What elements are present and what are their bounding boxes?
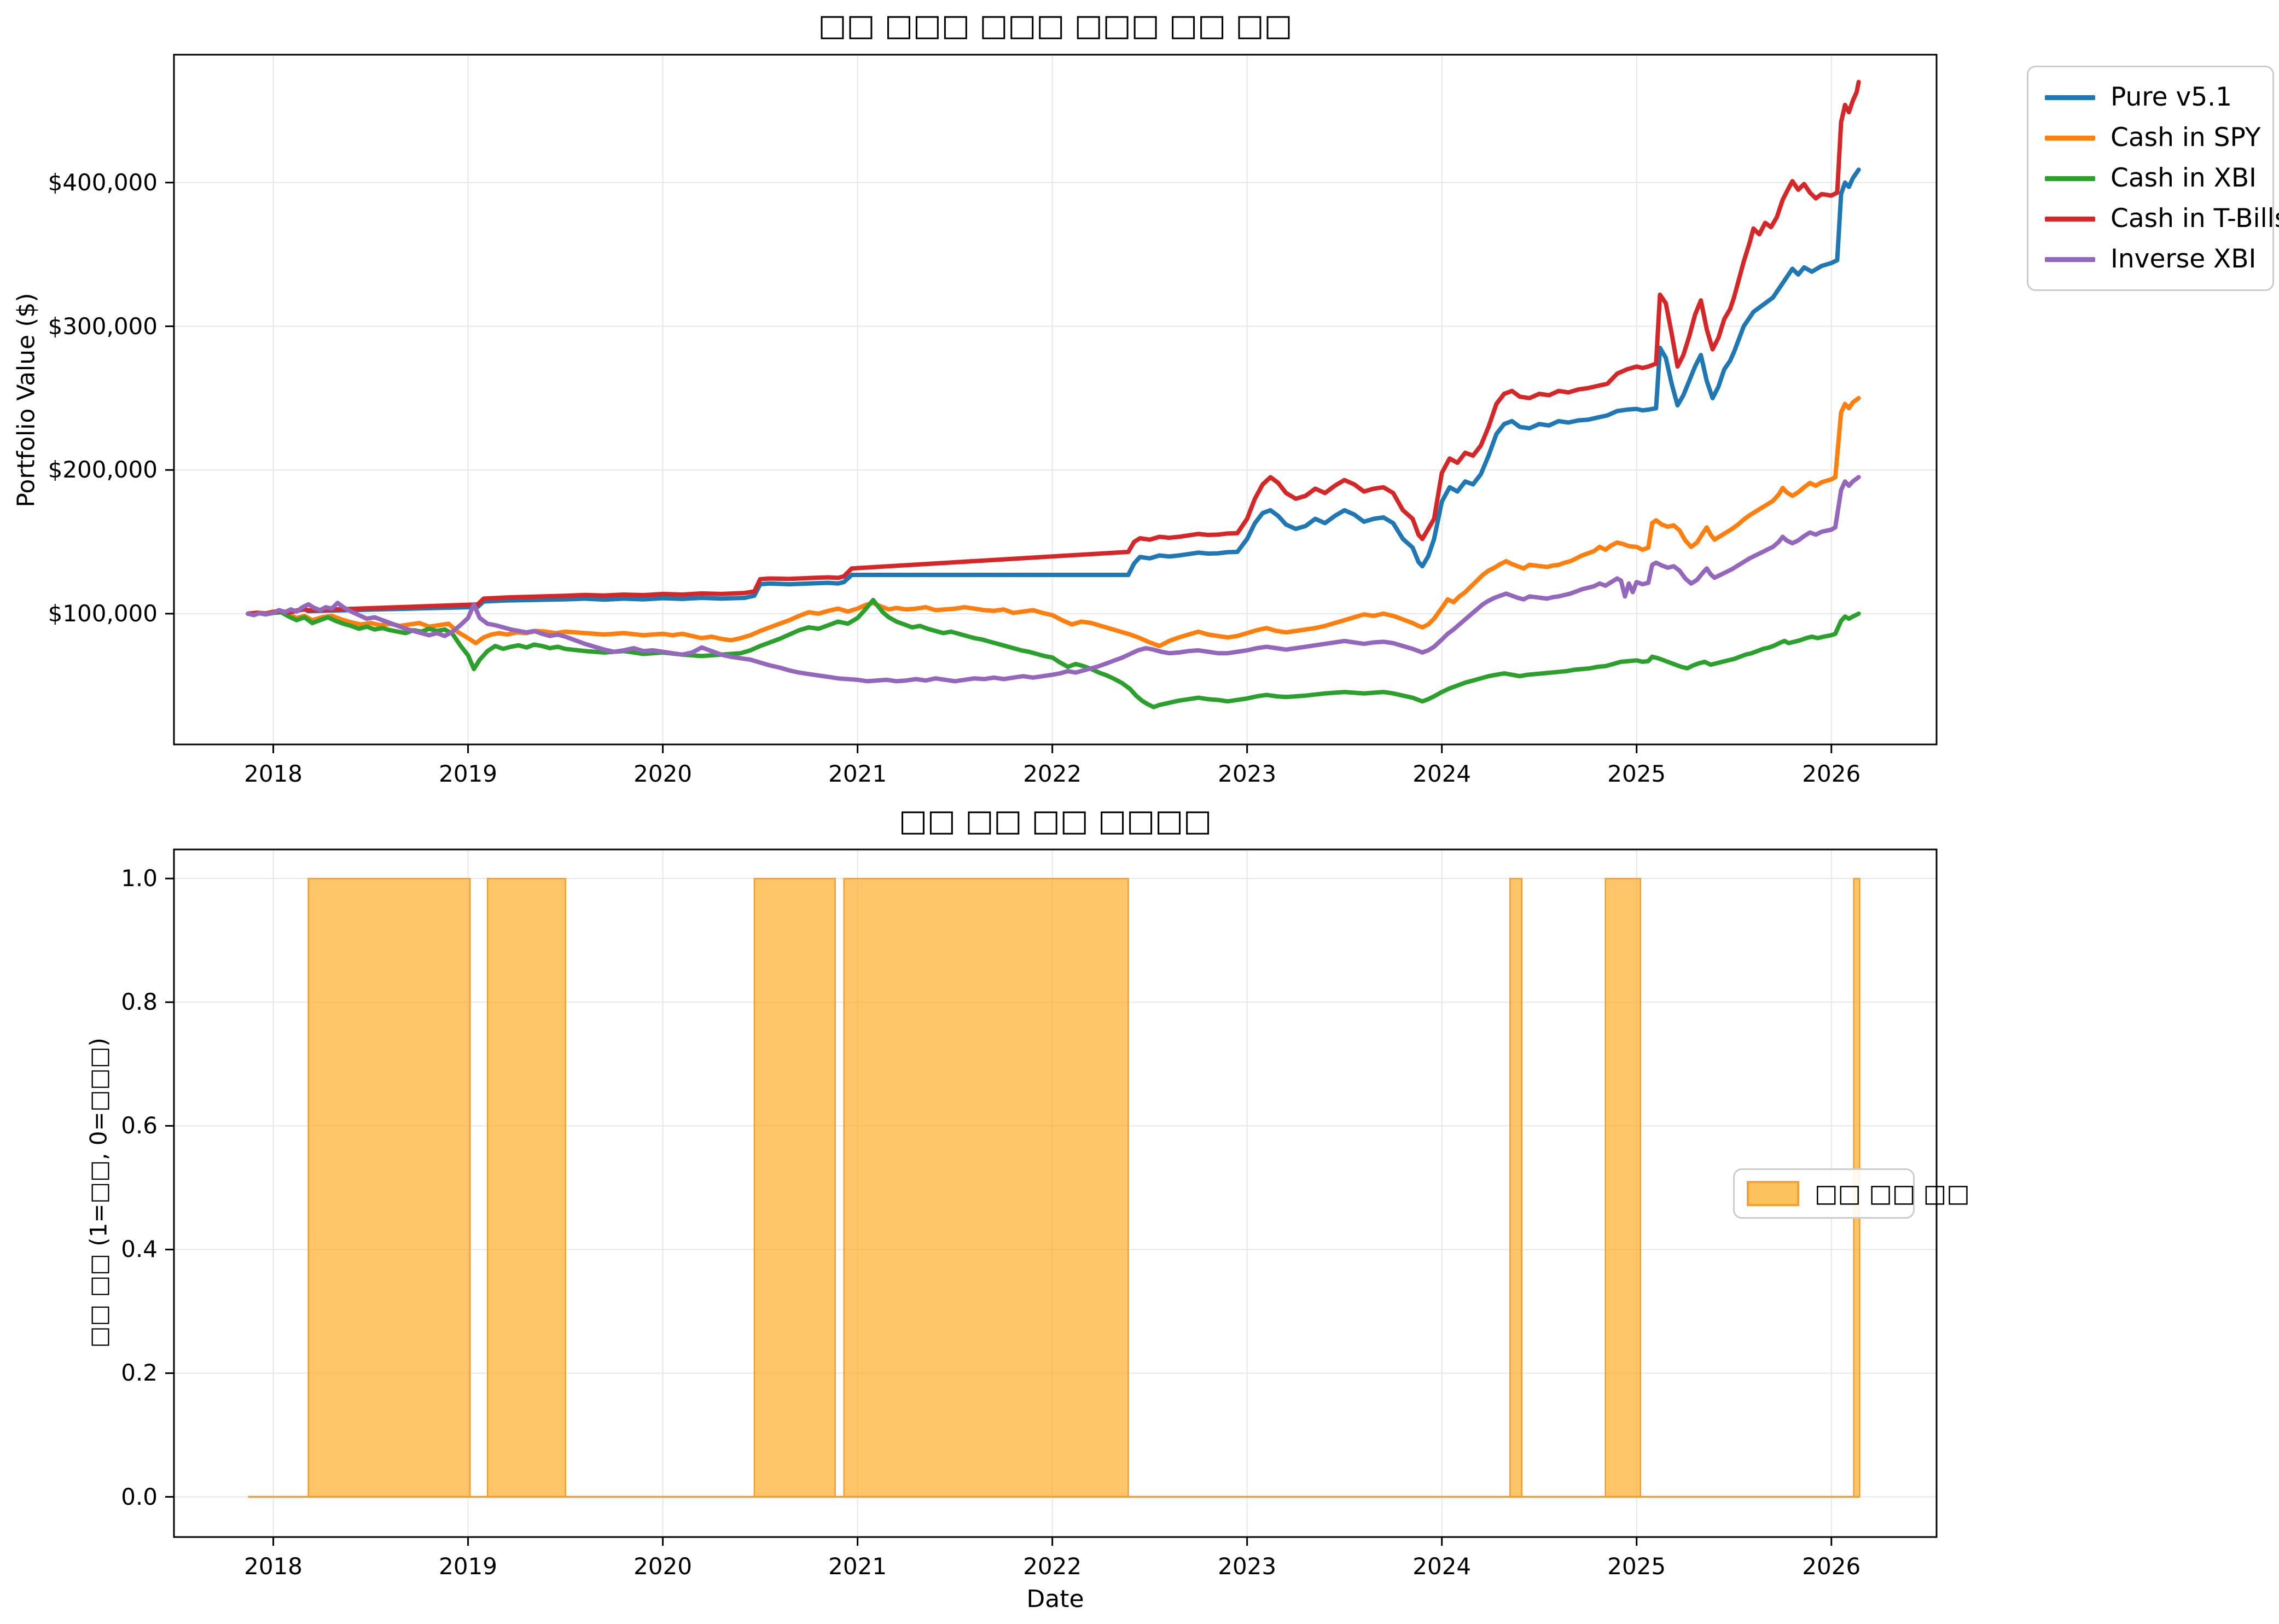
legend-item-cash-in-spy: Cash in SPY [2045, 122, 2260, 154]
x-tick-label: 2019 [439, 1553, 498, 1580]
y-tick-label: $200,000 [48, 456, 158, 484]
legend-line-swatch-green [2045, 176, 2095, 181]
x-tick-label: 2021 [828, 760, 887, 787]
top-chart-legend: Pure v5.1 Cash in SPY Cash in XBI Cash i… [2027, 66, 2279, 291]
signal-legend-label: □□ □□ □□ [1815, 1179, 1970, 1208]
x-tick-label: 2024 [1412, 1553, 1472, 1580]
x-tick-label: 2026 [1802, 760, 1861, 787]
portfolio-value-chart-canvas [165, 54, 1938, 753]
x-tick-label: 2020 [633, 760, 693, 787]
legend-item-inverse-xbi: Inverse XBI [2045, 243, 2256, 275]
y-tick-label: 0.6 [121, 1112, 158, 1139]
y-tick-label: 0.0 [121, 1483, 158, 1510]
x-tick-label: 2026 [1802, 1553, 1861, 1580]
y-tick-label: 0.2 [121, 1359, 158, 1387]
y-tick-label: 0.8 [121, 988, 158, 1016]
legend-item-pure-v5-1: Pure v5.1 [2045, 82, 2256, 113]
legend-line-swatch-purple [2045, 257, 2095, 262]
legend-item-cash-in-t-bills: Cash in T-Bills [2045, 203, 2279, 235]
x-tick-label: 2018 [244, 760, 303, 787]
legend-line-swatch-blue [2045, 95, 2095, 100]
legend-line-swatch-red [2045, 216, 2095, 222]
y-tick-label: $400,000 [48, 168, 158, 196]
date-axis-label: Date [1026, 1585, 1084, 1613]
x-tick-label: 2024 [1412, 760, 1472, 787]
legend-patch-swatch-orange [1747, 1181, 1799, 1206]
x-tick-label: 2020 [633, 1553, 693, 1580]
y-tick-label: $100,000 [48, 599, 158, 627]
y-tick-label: $300,000 [48, 312, 158, 340]
legend-line-swatch-orange [2045, 135, 2095, 141]
bottom-chart-title: □□ □□ □□ □□□□ [898, 803, 1212, 838]
bottom-chart-legend: □□ □□ □□ [1733, 1168, 1970, 1219]
legend-item-cash-in-xbi: Cash in XBI [2045, 162, 2257, 194]
legend-item-signal: □□ □□ □□ [1747, 1178, 1970, 1209]
y-tick-label: 0.4 [121, 1236, 158, 1263]
x-tick-label: 2023 [1218, 760, 1277, 787]
x-tick-label: 2025 [1607, 760, 1666, 787]
x-tick-label: 2021 [828, 1553, 887, 1580]
legend-label: Cash in SPY [2111, 123, 2261, 153]
x-tick-label: 2019 [439, 760, 498, 787]
x-tick-label: 2023 [1218, 1553, 1277, 1580]
x-tick-label: 2025 [1607, 1553, 1666, 1580]
x-tick-label: 2022 [1023, 760, 1082, 787]
legend-label: Cash in T-Bills [2111, 203, 2279, 234]
signal-chart-canvas [165, 848, 1938, 1546]
y-tick-label: 1.0 [121, 865, 158, 892]
top-chart-ylabel: Portfolio Value ($) [12, 293, 40, 508]
x-tick-label: 2018 [244, 1553, 303, 1580]
legend-label: Pure v5.1 [2111, 82, 2233, 112]
legend-label: Inverse XBI [2111, 244, 2257, 274]
legend-label: Cash in XBI [2111, 163, 2257, 193]
top-chart-title: □□ □□□ □□□ □□□ □□ □□ [818, 8, 1293, 43]
x-tick-label: 2022 [1023, 1553, 1082, 1580]
